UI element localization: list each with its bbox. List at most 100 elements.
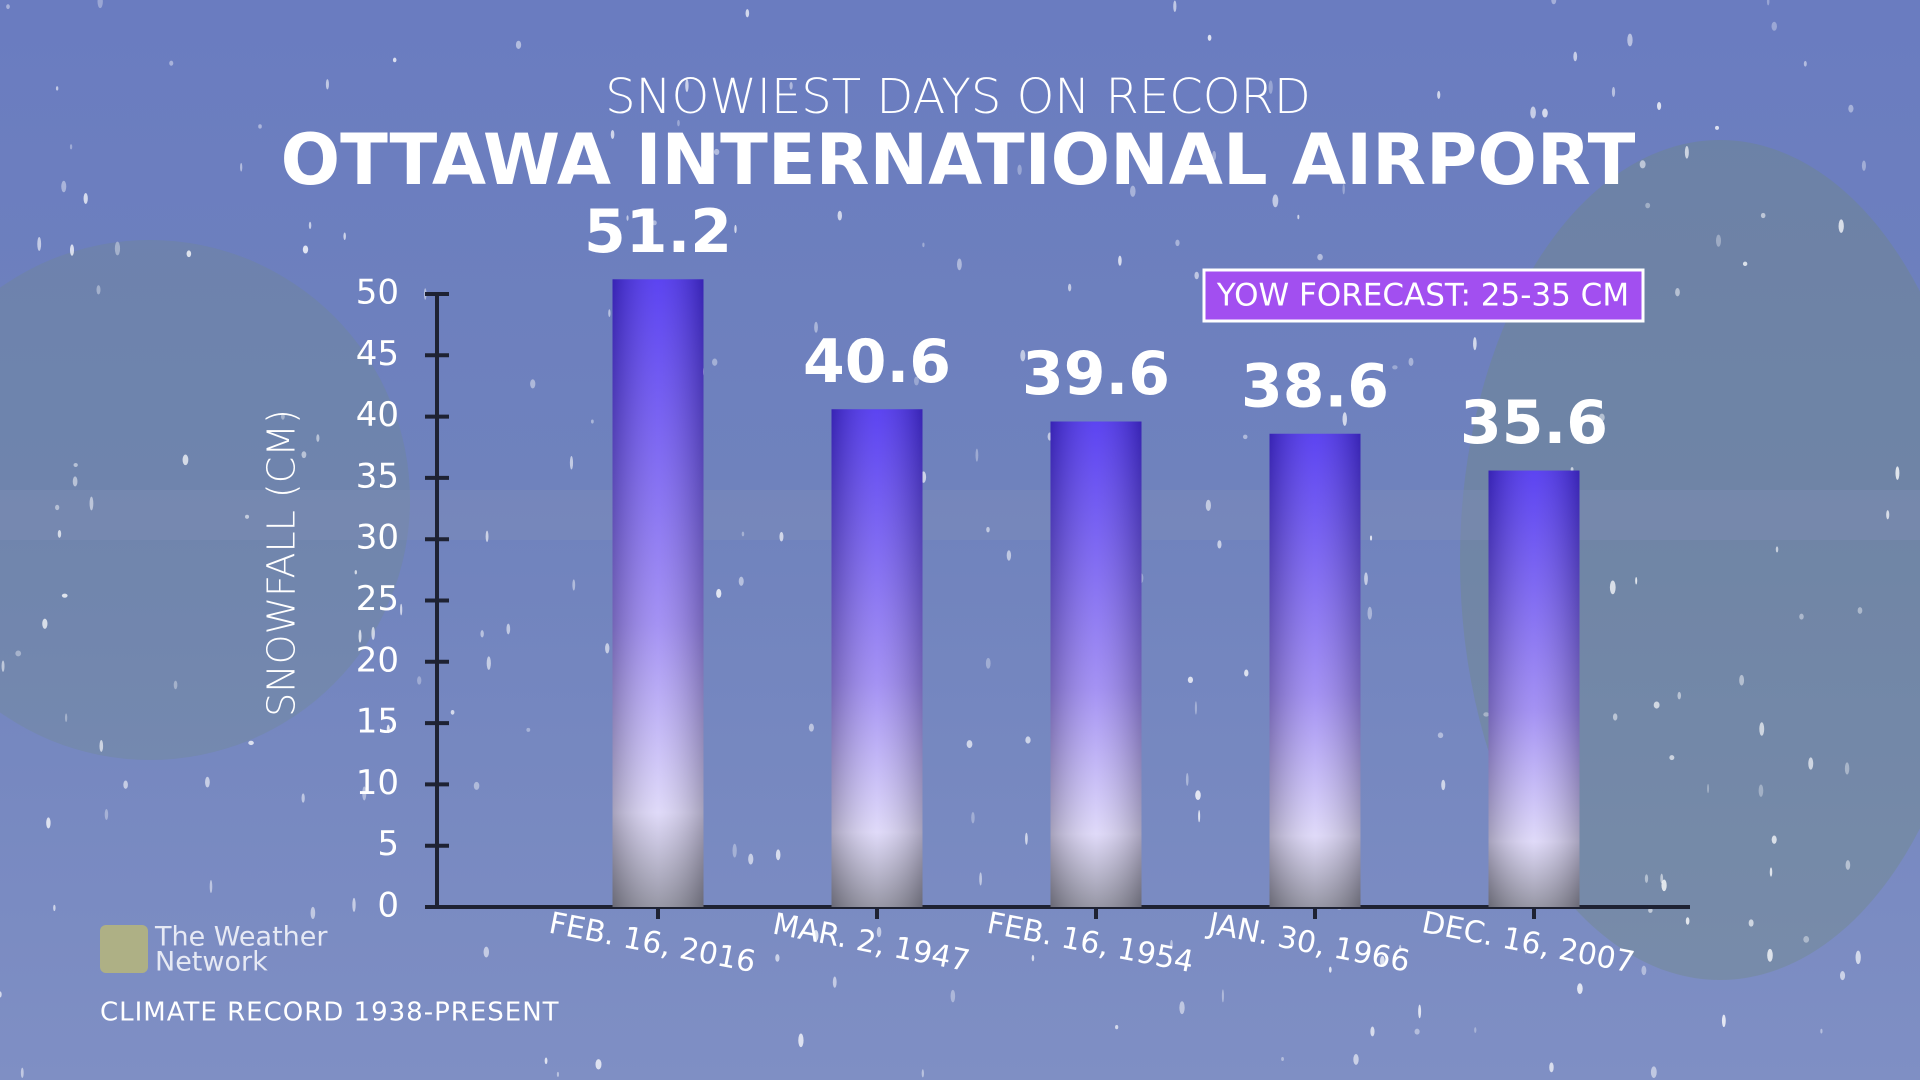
- snowflake: [1838, 219, 1844, 233]
- snowflake: [1244, 669, 1249, 677]
- snowflake: [745, 9, 750, 18]
- snowflake: [738, 576, 744, 586]
- snowflake: [1886, 510, 1890, 520]
- snowflake: [1845, 860, 1851, 870]
- snowflake: [352, 897, 356, 912]
- snowflake: [1758, 784, 1764, 797]
- snowflake: [417, 676, 422, 685]
- snowflake: [966, 740, 973, 749]
- snowflake: [1715, 125, 1719, 130]
- snowflake: [310, 906, 316, 920]
- bar-shade: [612, 279, 704, 908]
- snowflake: [1473, 337, 1477, 351]
- logo-icon: [100, 925, 148, 973]
- snowflake: [506, 623, 511, 635]
- snowflake: [480, 630, 484, 638]
- snowflake: [245, 514, 250, 519]
- snowflake: [713, 148, 720, 156]
- snowflake: [1414, 1028, 1420, 1035]
- snowflake: [301, 451, 307, 459]
- snowflake: [392, 57, 397, 63]
- snowflake: [1599, 413, 1605, 422]
- snowflake: [64, 713, 68, 723]
- snowflake: [1609, 580, 1616, 595]
- snowflake: [813, 929, 819, 942]
- snowflake: [1530, 106, 1536, 119]
- snowflake: [1370, 1026, 1375, 1037]
- snowflake: [400, 603, 403, 616]
- snowflake: [1844, 762, 1850, 775]
- snowflake: [486, 656, 491, 670]
- y-axis-label: SNOWFALL (CM): [260, 409, 304, 717]
- snowflake: [1677, 691, 1682, 700]
- snowflake: [1803, 935, 1810, 943]
- snowflake: [1742, 261, 1748, 266]
- bar-shade: [1050, 421, 1142, 907]
- snowflake: [1242, 434, 1248, 440]
- bar-shade: [1269, 433, 1361, 907]
- snowflake: [1185, 772, 1189, 786]
- y-tick-label: 20: [356, 640, 399, 680]
- snowflake: [0, 991, 2, 998]
- snowflake: [1441, 779, 1446, 791]
- y-tick-label: 15: [356, 702, 399, 742]
- snowflake: [69, 144, 73, 150]
- snowflake: [1, 660, 5, 672]
- snowflake: [1760, 212, 1766, 219]
- snowflake: [971, 811, 975, 824]
- data-label: 35.6: [1460, 388, 1608, 458]
- snowflake: [556, 1071, 560, 1077]
- snowflake: [515, 40, 522, 49]
- y-tick-label: 5: [377, 824, 399, 864]
- snowflake: [1067, 283, 1072, 292]
- snowflake: [1006, 550, 1012, 561]
- snowflake: [61, 180, 67, 193]
- snowflake: [1627, 33, 1633, 47]
- snowflake: [833, 138, 840, 143]
- snowflake: [569, 456, 574, 470]
- snowflake: [61, 593, 68, 598]
- snowflake: [1775, 546, 1779, 553]
- chart-subtitle: SNOWIEST DAYS ON RECORD: [605, 69, 1311, 125]
- snowflake: [734, 224, 737, 234]
- snowflake: [1895, 466, 1900, 480]
- snowflake: [302, 245, 309, 254]
- snowflake: [114, 241, 121, 256]
- snowflake: [775, 954, 780, 962]
- snowflake: [325, 79, 329, 90]
- snowflake: [1392, 365, 1398, 370]
- snowflake: [1715, 234, 1722, 247]
- snowflake: [1207, 34, 1212, 41]
- snowflake: [1573, 51, 1578, 62]
- snowflake: [205, 776, 210, 788]
- snowflake: [814, 321, 818, 333]
- snowflake: [1771, 835, 1777, 844]
- y-tick-label: 45: [356, 334, 399, 374]
- snowflake: [1660, 873, 1664, 884]
- snowflake: [1769, 867, 1773, 877]
- snowflake: [1661, 879, 1667, 892]
- snowflake: [1399, 944, 1402, 952]
- snowflake: [1657, 101, 1662, 111]
- snowflake: [775, 849, 781, 861]
- snowflake: [104, 809, 109, 821]
- snowflake: [837, 210, 843, 221]
- snowflake: [652, 220, 657, 226]
- snowflake: [855, 174, 860, 184]
- snowflake: [258, 124, 262, 129]
- forecast-box: [1202, 268, 1645, 323]
- snowflake: [1612, 713, 1618, 721]
- snowflake: [748, 853, 754, 865]
- snowflake: [1766, 0, 1770, 6]
- snowflake: [921, 1069, 924, 1078]
- snowflake: [37, 237, 42, 251]
- snowflake: [789, 81, 793, 90]
- snowflake: [99, 739, 104, 752]
- snowflake: [96, 285, 101, 295]
- snowflake: [1031, 954, 1035, 962]
- y-tick-label: 35: [356, 456, 399, 496]
- snowflake: [1483, 712, 1490, 717]
- snowflake: [1408, 357, 1414, 366]
- logo-text: The Weather: [154, 922, 328, 953]
- snowflake: [1115, 1024, 1119, 1030]
